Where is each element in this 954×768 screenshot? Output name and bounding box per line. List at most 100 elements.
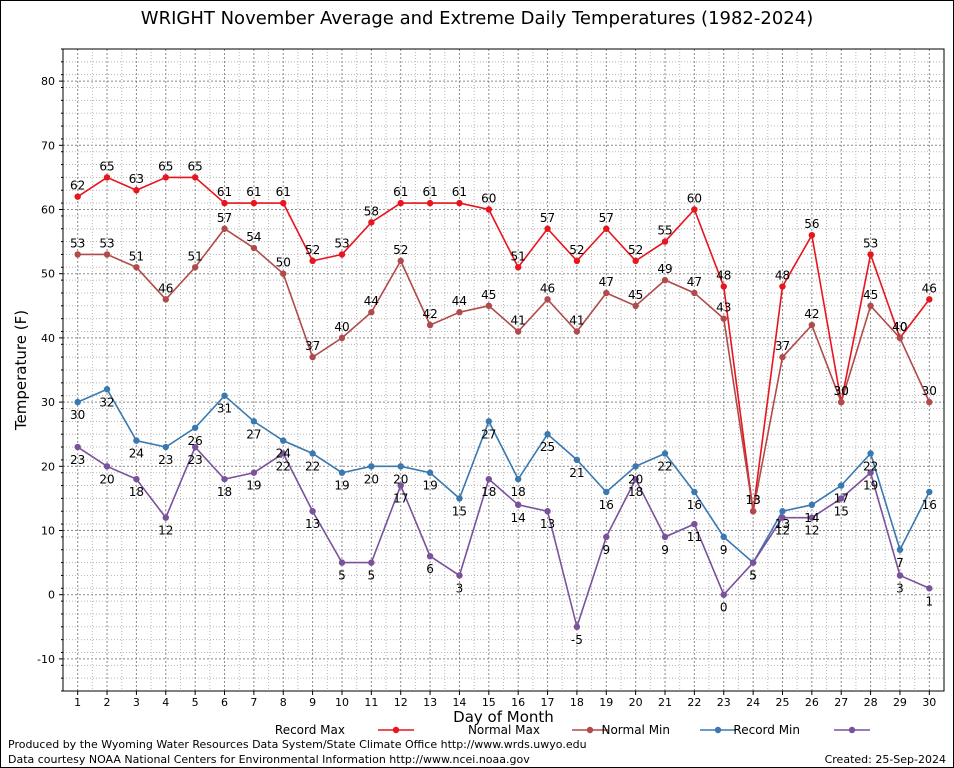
normal-max-data-label: 45: [628, 288, 643, 302]
x-tick-label: 25: [775, 696, 789, 709]
x-tick-label: 15: [482, 696, 496, 709]
record-max-data-label: 61: [246, 185, 261, 199]
record-max-point: [191, 174, 199, 181]
normal-max-point: [338, 334, 346, 342]
record-max-data-label: 53: [863, 236, 878, 250]
record-min-data-label: 12: [775, 524, 790, 538]
record-min-data-label: 3: [456, 581, 464, 595]
normal-min-data-label: 26: [188, 434, 203, 448]
record-max-point: [309, 257, 316, 265]
normal-max-data-label: 54: [246, 230, 261, 244]
normal-max-data-label: 50: [276, 256, 291, 270]
normal-min-point: [867, 450, 874, 457]
normal-min-data-label: 22: [657, 459, 672, 473]
x-tick-label: 6: [221, 696, 228, 709]
record-max-data-label: 65: [158, 159, 173, 173]
record-max-data-label: 48: [775, 269, 790, 283]
x-tick-label: 9: [309, 696, 316, 709]
record-min-point: [191, 443, 199, 451]
normal-min-point: [309, 450, 316, 457]
x-tick-label: 11: [364, 696, 378, 709]
record-max-point: [867, 251, 874, 258]
record-min-point: [514, 501, 522, 509]
record-max-data-label: 61: [393, 185, 408, 199]
record-min-point: [867, 469, 874, 476]
x-tick-label: 2: [104, 696, 111, 709]
record-min-point: [162, 514, 169, 521]
x-tick-label: 21: [658, 696, 672, 709]
record-max-point: [632, 257, 639, 265]
normal-min-point: [896, 546, 904, 553]
record-max-point: [250, 199, 258, 207]
record-max-point: [661, 238, 669, 245]
record-min-data-label: 6: [426, 562, 434, 576]
record-min-point: [632, 475, 639, 483]
normal-max-data-label: 40: [334, 320, 349, 334]
y-tick-label: 60: [41, 204, 55, 217]
normal-max-data-label: 43: [716, 301, 731, 315]
chart-title: WRIGHT November Average and Extreme Dail…: [140, 8, 814, 29]
normal-min-point: [691, 488, 698, 496]
record-min-data-label: 17: [393, 492, 408, 506]
record-min-data-label: 12: [804, 524, 819, 538]
normal-min-point: [280, 437, 287, 444]
normal-max-point: [867, 302, 874, 309]
x-tick-label: 3: [133, 696, 140, 709]
record-max-point: [280, 199, 287, 207]
normal-min-point: [338, 469, 346, 476]
x-tick-label: 5: [192, 696, 199, 709]
record-max-data-label: 55: [657, 224, 672, 238]
normal-min-data-label: 23: [158, 453, 173, 467]
x-tick-label: 14: [452, 696, 466, 709]
normal-max-point: [838, 398, 845, 406]
record-max-legend-marker: [392, 726, 400, 734]
record-min-point: [133, 475, 140, 483]
normal-min-point: [838, 482, 845, 489]
record-max-point: [103, 174, 111, 181]
record-min-data-label: 18: [628, 485, 643, 499]
normal-min-line: [77, 388, 931, 564]
x-tick-label: 23: [717, 696, 731, 709]
x-tick-label: 16: [511, 696, 525, 709]
x-tick-label: 18: [570, 696, 584, 709]
record-min-data-label: 12: [158, 524, 173, 538]
record-max-point: [426, 199, 434, 207]
normal-max-point: [191, 264, 199, 271]
normal-max-legend-label: Normal Max: [468, 723, 540, 737]
y-tick-label: 30: [41, 396, 55, 409]
record-max-point: [720, 283, 727, 290]
record-min-point: [368, 559, 375, 566]
normal-min-data-label: 13: [775, 517, 790, 531]
record-max-point: [808, 231, 816, 239]
record-max-data-label: 61: [276, 185, 291, 199]
x-tick-label: 30: [922, 696, 936, 709]
record-max-point: [485, 206, 493, 213]
record-min-point: [691, 520, 698, 528]
normal-max-point: [720, 315, 727, 322]
x-tick-label: 20: [629, 696, 643, 709]
normal-max-data-label: 30: [834, 384, 849, 398]
normal-min-point: [74, 398, 81, 406]
normal-max-data-label: 57: [217, 211, 232, 225]
normal-min-data-label: 22: [863, 459, 878, 473]
y-tick-label: 0: [48, 589, 55, 602]
record-max-point: [603, 225, 610, 232]
normal-min-data-label: 30: [70, 408, 85, 422]
normal-min-legend-marker: [714, 726, 722, 734]
record-max-line: [77, 176, 930, 512]
normal-max-point: [485, 302, 493, 309]
record-max-data-label: 40: [892, 320, 907, 334]
normal-min-data-label: 16: [599, 498, 614, 512]
normal-max-point: [133, 264, 140, 271]
record-min-point: [573, 623, 581, 630]
normal-max-point: [896, 334, 904, 342]
normal-max-point: [426, 321, 434, 329]
normal-min-point: [720, 533, 727, 541]
record-max-data-label: 13: [745, 493, 760, 507]
y-tick-label: 10: [41, 525, 55, 538]
record-max-data-label: 57: [540, 211, 555, 225]
normal-max-data-label: 47: [599, 275, 614, 289]
normal-max-point: [544, 296, 551, 303]
normal-max-legend-marker: [586, 726, 594, 734]
footer-data-source-line: Data courtesy NOAA National Centers for …: [8, 753, 530, 766]
